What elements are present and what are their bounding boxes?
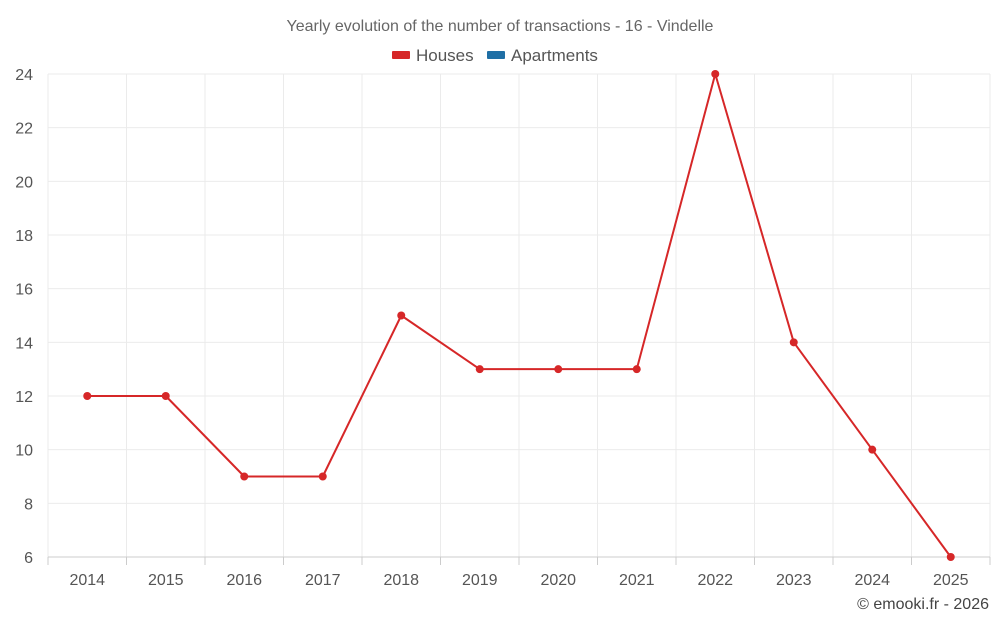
x-tick-label-2019: 2019 — [462, 572, 498, 589]
legend-swatch-apartments — [487, 51, 505, 59]
data-point-houses-2017[interactable] — [318, 472, 327, 481]
y-tick-label: 18 — [15, 228, 33, 245]
legend-label-apartments: Apartments — [511, 46, 598, 65]
x-tick-label-2021: 2021 — [619, 572, 655, 589]
data-point-houses-2019[interactable] — [475, 365, 484, 374]
data-point-houses-2015[interactable] — [161, 392, 170, 400]
y-tick-label: 22 — [15, 121, 33, 138]
data-point-houses-2023[interactable] — [789, 338, 798, 347]
data-point-houses-2016[interactable] — [240, 472, 249, 481]
data-point-houses-2022[interactable] — [711, 70, 720, 78]
x-tick-label-2017: 2017 — [305, 572, 341, 589]
y-tick-label: 10 — [15, 443, 33, 460]
data-point-houses-2020[interactable] — [554, 365, 563, 374]
legend-item-houses[interactable]: Houses — [392, 46, 474, 65]
legend: Houses Apartments — [392, 46, 598, 65]
y-tick-label: 20 — [15, 174, 33, 191]
x-tick-label-2016: 2016 — [226, 572, 262, 589]
legend-item-apartments[interactable]: Apartments — [487, 46, 598, 65]
x-tick-label-2025: 2025 — [933, 572, 969, 589]
x-tick-label-2023: 2023 — [776, 572, 812, 589]
y-tick-label: 8 — [24, 496, 33, 513]
x-tick-label-2015: 2015 — [148, 572, 184, 589]
data-point-houses-2024[interactable] — [868, 445, 877, 454]
legend-swatch-houses — [392, 51, 410, 59]
x-tick-label-2014: 2014 — [69, 572, 105, 589]
y-tick-label: 16 — [15, 282, 33, 299]
chart-title: Yearly evolution of the number of transa… — [287, 18, 714, 35]
series-lines — [86, 73, 952, 558]
y-tick-label: 6 — [24, 550, 33, 567]
y-tick-label: 14 — [15, 335, 33, 352]
x-tick-label-2020: 2020 — [540, 572, 576, 589]
data-point-houses-2021[interactable] — [632, 365, 641, 374]
series-points — [83, 70, 955, 561]
y-tick-label: 24 — [15, 67, 33, 84]
y-tick-label: 12 — [15, 389, 33, 406]
x-tick-label-2018: 2018 — [383, 572, 419, 589]
legend-label-houses: Houses — [416, 46, 474, 65]
grid — [47, 73, 991, 557]
credit-text: © emooki.fr - 2026 — [857, 596, 989, 613]
x-tick-label-2022: 2022 — [697, 572, 733, 589]
series-line-houses — [86, 73, 952, 558]
axes — [47, 556, 991, 565]
data-point-houses-2025[interactable] — [946, 553, 955, 561]
y-tick-labels: 6 8 10 12 14 16 18 20 22 24 — [15, 67, 33, 567]
data-point-houses-2014[interactable] — [83, 392, 92, 400]
x-tick-label-2024: 2024 — [854, 572, 890, 589]
data-point-houses-2018[interactable] — [397, 311, 406, 320]
x-tick-labels: 2014 2015 2016 2017 2018 2019 2020 2021 2022 2023… — [69, 572, 968, 589]
